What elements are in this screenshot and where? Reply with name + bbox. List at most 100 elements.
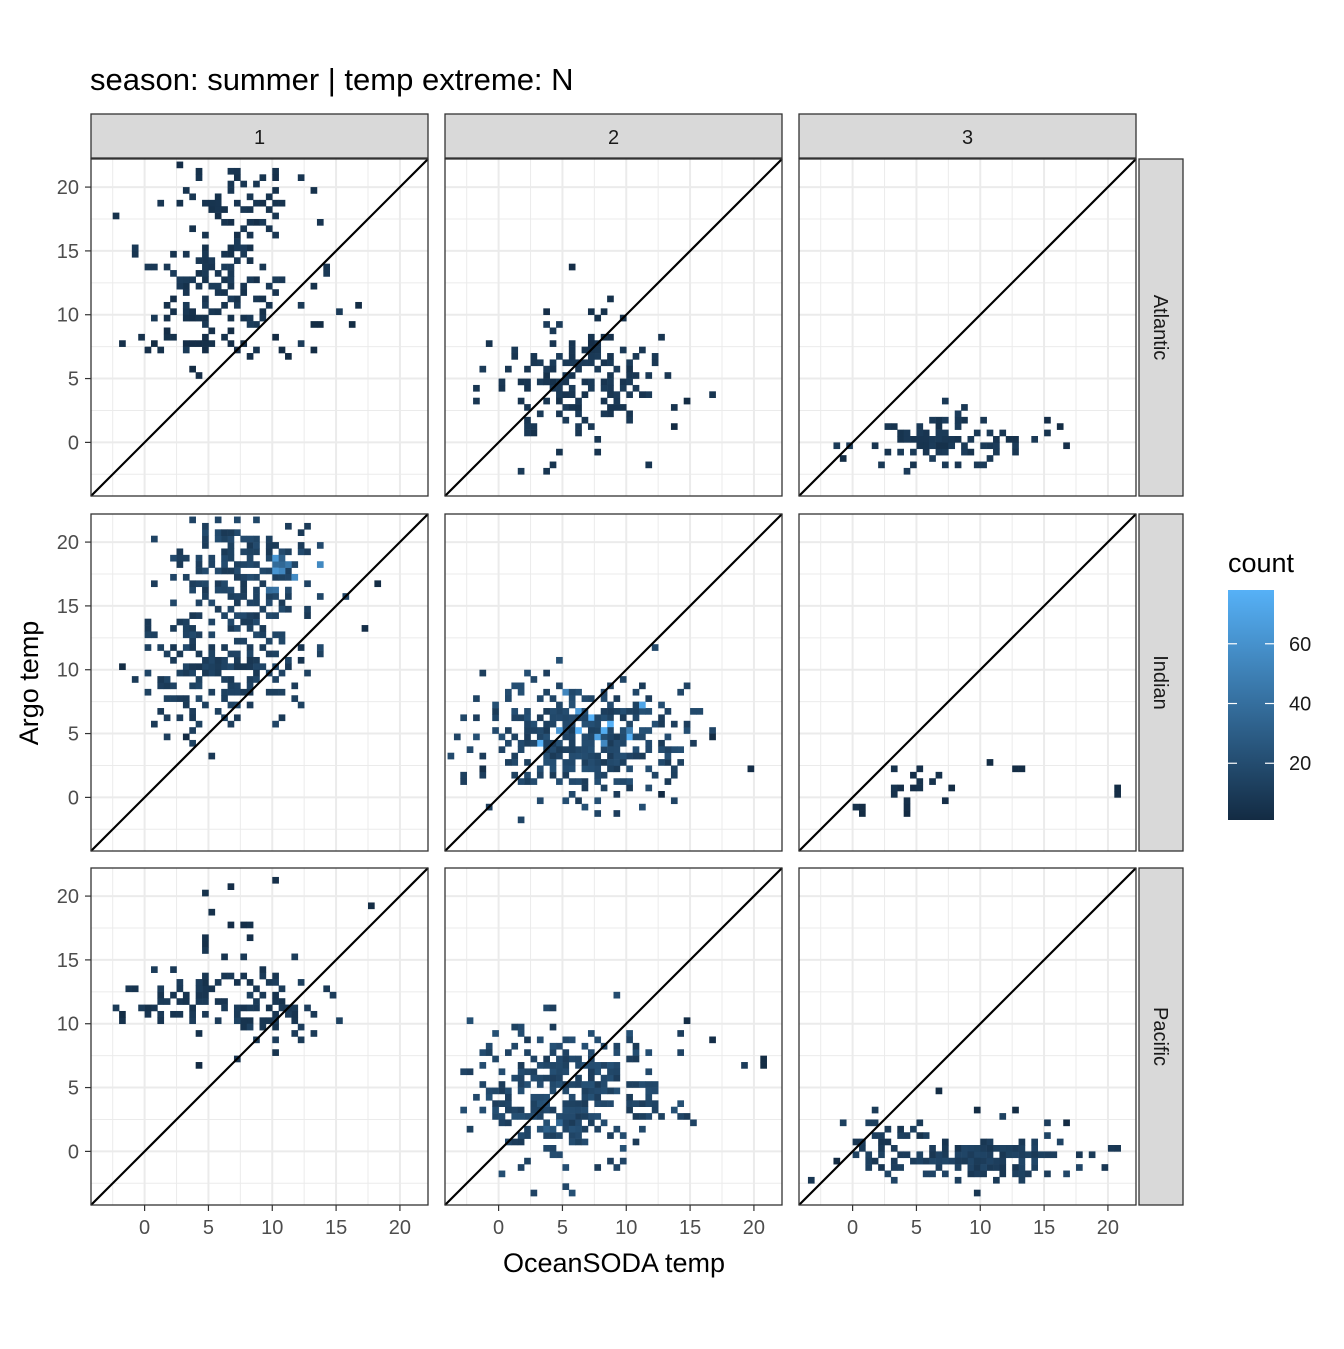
heatmap-tile bbox=[233, 688, 241, 696]
heatmap-tile bbox=[176, 554, 184, 562]
heatmap-tile bbox=[575, 365, 582, 373]
heatmap-tile bbox=[916, 429, 924, 437]
heatmap-tile bbox=[240, 180, 248, 188]
heatmap-tile bbox=[240, 535, 248, 543]
heatmap-tile bbox=[163, 695, 171, 702]
heatmap-tile bbox=[316, 650, 324, 658]
heatmap-tile bbox=[297, 340, 305, 347]
heatmap-tile bbox=[189, 631, 196, 639]
heatmap-tile bbox=[163, 333, 171, 341]
heatmap-tile bbox=[613, 991, 621, 999]
heatmap-tile bbox=[690, 1119, 697, 1127]
heatmap-tile bbox=[272, 876, 279, 884]
heatmap-tile bbox=[613, 752, 621, 760]
heatmap-tile bbox=[278, 199, 286, 207]
heatmap-tile bbox=[272, 998, 279, 1005]
heatmap-tile bbox=[973, 1151, 981, 1159]
heatmap-tile bbox=[240, 688, 248, 696]
heatmap-tile bbox=[473, 384, 480, 392]
heatmap-tile bbox=[607, 727, 614, 734]
heatmap-tile bbox=[227, 676, 235, 683]
heatmap-tile bbox=[980, 1138, 987, 1146]
heatmap-tile bbox=[208, 618, 216, 626]
heatmap-tile bbox=[214, 289, 222, 296]
heatmap-tile bbox=[890, 1176, 898, 1184]
heatmap-tile bbox=[581, 1093, 589, 1101]
heatmap-tile bbox=[562, 391, 570, 399]
heatmap-tile bbox=[182, 187, 190, 194]
heatmap-tile bbox=[479, 765, 487, 773]
heatmap-tile bbox=[214, 193, 222, 201]
heatmap-tile bbox=[562, 771, 570, 779]
heatmap-tile bbox=[272, 991, 279, 999]
heatmap-tile bbox=[677, 1049, 685, 1056]
heatmap-tile bbox=[253, 998, 260, 1005]
heatmap-tile bbox=[176, 561, 184, 568]
heatmap-tile bbox=[993, 1164, 1000, 1171]
heatmap-tile bbox=[240, 586, 248, 594]
heatmap-tile bbox=[202, 340, 209, 347]
heatmap-tile bbox=[581, 739, 589, 747]
heatmap-tiles bbox=[833, 397, 1070, 475]
heatmap-tile bbox=[575, 752, 582, 760]
heatmap-tile bbox=[233, 567, 241, 575]
heatmap-tile bbox=[594, 1093, 602, 1101]
heatmap-tile bbox=[568, 739, 576, 747]
heatmap-tile bbox=[511, 682, 519, 690]
heatmap-tile bbox=[195, 663, 203, 671]
heatmap-tile bbox=[157, 985, 165, 993]
heatmap-tile bbox=[594, 1062, 602, 1069]
heatmap-tile bbox=[1031, 1145, 1039, 1152]
heatmap-tile bbox=[607, 384, 614, 392]
heatmap-tile bbox=[517, 1068, 525, 1076]
heatmap-tile bbox=[278, 985, 286, 993]
heatmap-tile bbox=[195, 567, 203, 575]
panel-border bbox=[444, 513, 783, 852]
heatmap-tile bbox=[278, 567, 286, 575]
heatmap-tile bbox=[195, 695, 203, 702]
heatmap-tile bbox=[973, 461, 981, 469]
heatmap-tile bbox=[626, 727, 633, 734]
heatmap-tile bbox=[233, 301, 241, 309]
heatmap-tile bbox=[993, 436, 1000, 443]
heatmap-tile bbox=[272, 650, 279, 658]
heatmap-tile bbox=[517, 467, 525, 475]
heatmap-tile bbox=[504, 1100, 512, 1108]
heatmap-tile bbox=[189, 1010, 196, 1018]
heatmap-tile bbox=[285, 663, 292, 671]
heatmap-tile bbox=[233, 1010, 241, 1018]
heatmap-tile bbox=[530, 727, 538, 734]
heatmap-tile bbox=[607, 404, 614, 411]
heatmap-tiles bbox=[447, 644, 755, 824]
heatmap-tile bbox=[323, 270, 331, 277]
heatmap-tile bbox=[543, 1125, 550, 1133]
heatmap-tile bbox=[986, 429, 994, 437]
heatmap-tile bbox=[999, 1145, 1007, 1152]
heatmap-tile bbox=[524, 1132, 531, 1139]
heatmap-tile bbox=[240, 921, 248, 929]
heatmap-tile bbox=[645, 695, 653, 702]
heatmap-tile bbox=[304, 612, 311, 619]
heatmap-tile bbox=[150, 1004, 158, 1012]
heatmap-tile bbox=[741, 1062, 748, 1069]
heatmap-tile bbox=[549, 695, 557, 702]
heatmap-tile bbox=[227, 187, 235, 194]
heatmap-tile bbox=[929, 1145, 936, 1152]
heatmap-tile bbox=[549, 720, 557, 728]
heatmap-tile bbox=[613, 1164, 621, 1171]
heatmap-tile bbox=[214, 282, 222, 290]
heatmap-tile bbox=[195, 612, 203, 619]
heatmap-tile bbox=[1012, 1145, 1019, 1152]
heatmap-tile bbox=[536, 727, 544, 734]
heatmap-tile bbox=[916, 1132, 924, 1139]
heatmap-tile bbox=[935, 429, 943, 437]
heatmap-tile bbox=[549, 1145, 557, 1152]
heatmap-tile bbox=[227, 605, 235, 613]
heatmap-tile bbox=[658, 759, 665, 766]
heatmap-tile bbox=[658, 701, 665, 709]
heatmap-tile bbox=[170, 270, 177, 277]
heatmap-tile bbox=[466, 1017, 474, 1025]
heatmap-tile bbox=[361, 625, 369, 632]
heatmap-tile bbox=[195, 998, 203, 1005]
heatmap-tile bbox=[658, 714, 665, 722]
